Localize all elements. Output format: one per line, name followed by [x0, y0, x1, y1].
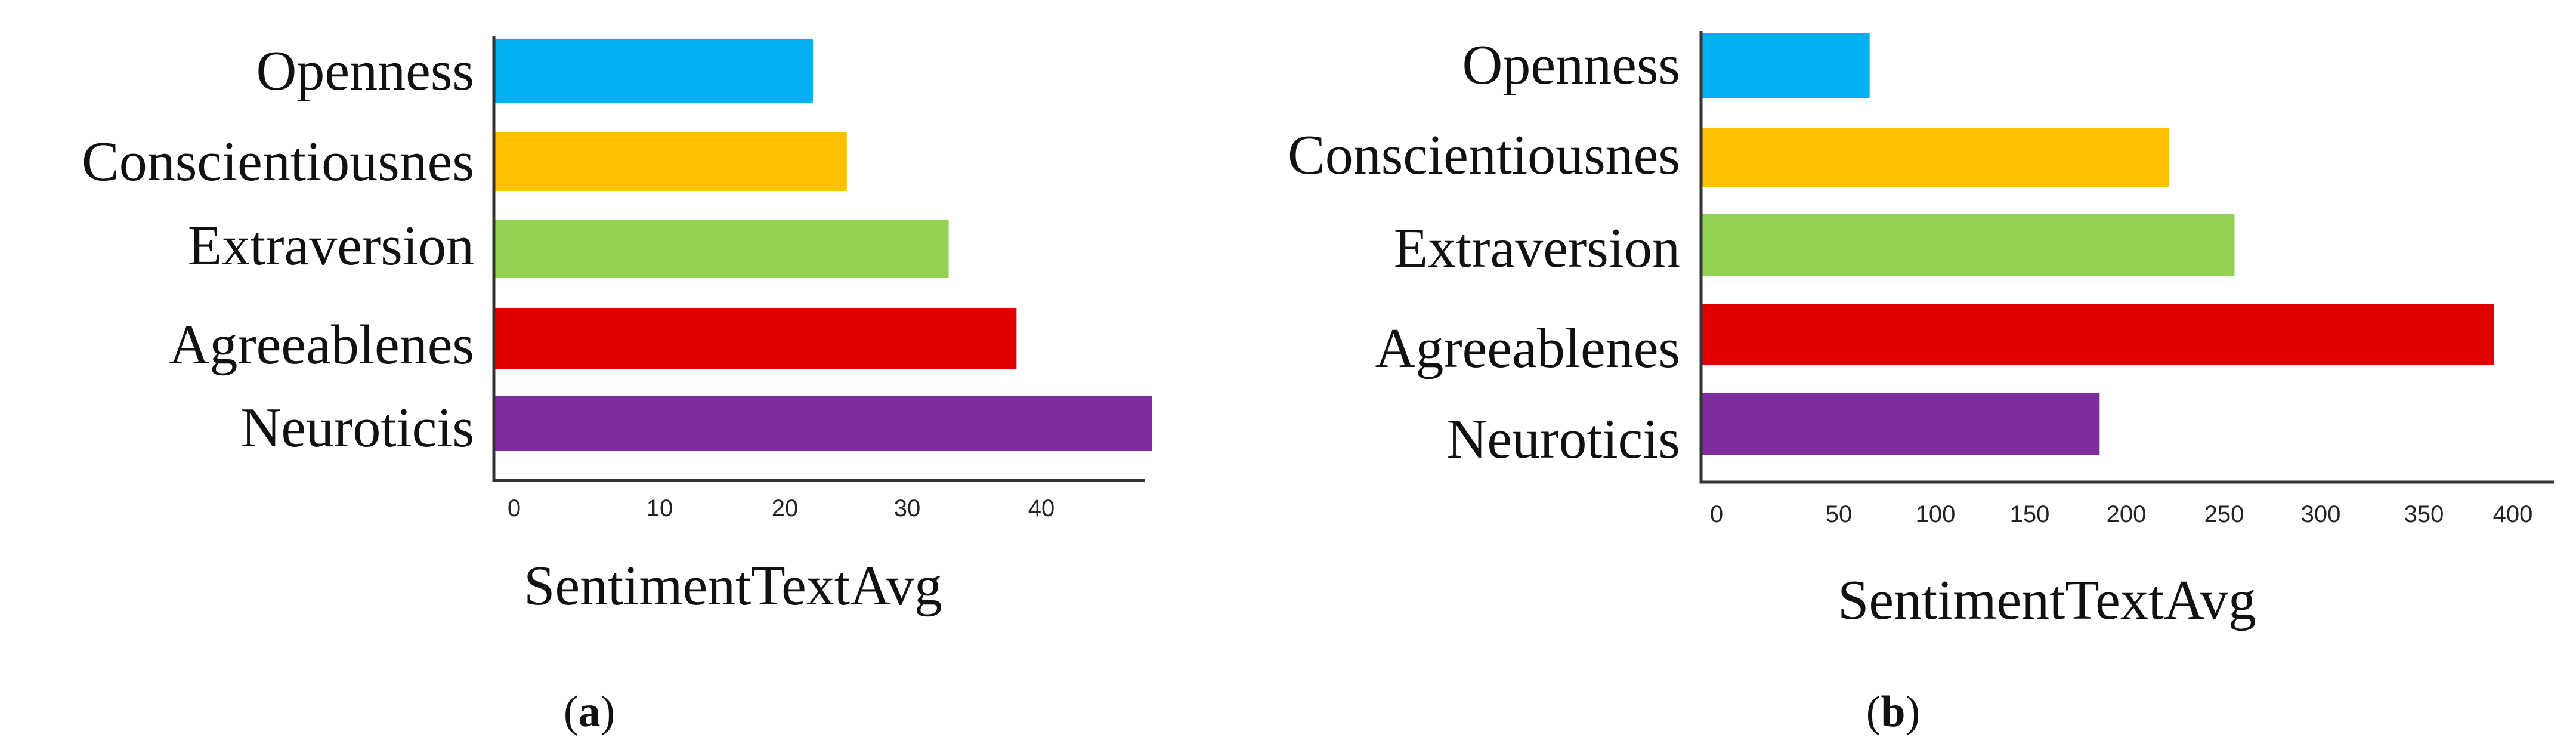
- bar-neuroticis: [1701, 393, 2100, 455]
- x-tick-label: 50: [1826, 501, 1853, 527]
- category-label-openness: Openness: [256, 40, 475, 102]
- x-tick-label: 100: [1916, 501, 1956, 527]
- bar-openness: [494, 39, 813, 103]
- chart-panel-a: Openness Conscientiousnes Extraversion Agre…: [82, 36, 1152, 736]
- x-tick-label: 0: [1710, 501, 1723, 527]
- x-tick-label: 0: [508, 495, 521, 521]
- x-tick-label: 250: [2204, 501, 2244, 527]
- bar-conscientiousnes: [494, 132, 847, 191]
- x-tick-label: 200: [2107, 501, 2147, 527]
- bar-openness: [1701, 33, 1870, 98]
- category-label-conscientiousnes: Conscientiousnes: [82, 131, 474, 193]
- category-label-agreeablenes: Agreeablenes: [169, 314, 475, 376]
- panel-caption: (b): [1866, 687, 1920, 736]
- x-tick-label: 30: [894, 495, 921, 521]
- x-tick-label: 300: [2301, 501, 2341, 527]
- category-label-agreeablenes: Agreeablenes: [1375, 317, 1681, 379]
- category-label-openness: Openness: [1462, 34, 1681, 96]
- bar-agreeablenes: [494, 308, 1017, 369]
- x-axis-line: [492, 36, 1145, 482]
- x-tick-label: 400: [2493, 501, 2533, 527]
- bar-conscientiousnes: [1701, 128, 2169, 187]
- x-axis-title: SentimentTextAvg: [1838, 569, 2256, 631]
- category-label-conscientiousnes: Conscientiousnes: [1288, 124, 1680, 186]
- category-label-extraversion: Extraversion: [1394, 217, 1680, 279]
- x-tick-label: 10: [647, 495, 673, 521]
- bar-agreeablenes: [1701, 304, 2494, 365]
- x-tick-label: 150: [2010, 501, 2050, 527]
- bar-extraversion: [494, 220, 949, 278]
- category-label-neuroticis: Neuroticis: [1446, 408, 1680, 470]
- bar-neuroticis: [494, 396, 1152, 451]
- x-tick-label: 40: [1028, 495, 1055, 521]
- x-axis-line: [1699, 31, 2554, 484]
- x-tick-label: 20: [772, 495, 799, 521]
- x-axis-title: SentimentTextAvg: [524, 555, 942, 617]
- x-tick-label: 350: [2404, 501, 2444, 527]
- panel-caption: (a): [564, 687, 615, 736]
- chart-panel-b: Openness Conscientiousnes Extraversion Agre…: [1288, 31, 2554, 736]
- category-label-extraversion: Extraversion: [188, 215, 474, 277]
- category-label-neuroticis: Neuroticis: [240, 397, 474, 459]
- bar-extraversion: [1701, 214, 2235, 276]
